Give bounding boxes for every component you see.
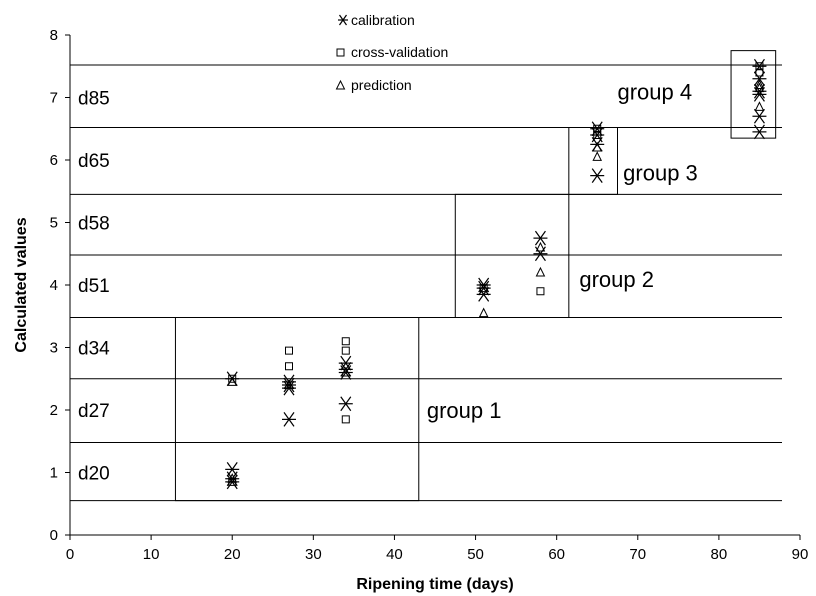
calibration-point — [590, 168, 605, 183]
legend-calibration-marker — [338, 14, 348, 26]
calibration-point — [282, 377, 296, 393]
calibration-point — [338, 355, 353, 371]
legend-cross-validation-label: cross-validation — [351, 44, 448, 60]
cross-validation-point — [341, 346, 350, 355]
x-tick-label: 20 — [224, 546, 241, 563]
group-box-layer: group 1 group 2 group 3 group 4 — [174, 50, 777, 502]
calibration-point — [752, 87, 767, 102]
x-tick-label: 90 — [792, 546, 809, 563]
calibration-point — [476, 280, 491, 296]
y-tick-label: 0 — [50, 527, 58, 544]
calibration-point — [225, 371, 240, 387]
group-box-3 — [568, 127, 618, 195]
band-label-d65: d65 — [78, 151, 110, 172]
prediction-point — [592, 141, 603, 152]
x-axis-title: Ripening time (days) — [356, 576, 513, 593]
cross-validation-point — [285, 362, 293, 371]
prediction-point — [227, 473, 238, 483]
prediction-point — [754, 79, 765, 89]
calibration-point — [590, 121, 605, 137]
calibration-point — [282, 412, 296, 427]
band-label-d85: d85 — [78, 89, 110, 110]
y-tick-label: 1 — [50, 465, 58, 482]
group-label-2: group 2 — [579, 267, 654, 292]
y-tick-label: 4 — [50, 277, 58, 294]
x-tick-label: 30 — [305, 546, 322, 563]
group-box-1 — [174, 317, 420, 502]
prediction-point — [535, 266, 546, 277]
legend-calibration-label: calibration — [351, 12, 415, 28]
prediction-point — [754, 82, 765, 93]
x-tick-label: 40 — [386, 546, 403, 563]
y-tick-layer: 0 1 2 3 4 5 6 7 8 — [50, 27, 70, 544]
y-tick-label: 3 — [50, 340, 58, 357]
calibration-point — [338, 396, 353, 412]
cross-validation-point — [593, 124, 602, 133]
group-box-4 — [730, 50, 777, 139]
prediction-point — [754, 101, 765, 111]
prediction-point — [592, 151, 603, 161]
y-tick-label: 5 — [50, 215, 58, 232]
y-tick-label: 7 — [50, 90, 58, 107]
band-label-d51: d51 — [78, 276, 110, 297]
cross-validation-point — [755, 62, 764, 71]
legend-prediction-label: prediction — [351, 77, 412, 93]
calibration-point — [225, 462, 240, 477]
calibration-point — [752, 124, 767, 140]
cross-validation-point — [479, 284, 488, 293]
y-tick-label: 8 — [50, 27, 58, 44]
x-tick-label: 70 — [629, 546, 646, 563]
cross-validation-point — [285, 346, 293, 355]
band-label-d34: d34 — [78, 339, 110, 360]
group-label-1: group 1 — [427, 398, 502, 423]
cross-validation-point — [536, 287, 545, 296]
cross-validation-point — [755, 68, 764, 77]
cross-validation-point — [228, 374, 237, 383]
prediction-point — [227, 376, 238, 386]
band-label-d27: d27 — [78, 401, 110, 422]
y-axis-title: Calculated values — [13, 217, 30, 352]
band-label-layer: d20 d27 d34 d51 d58 d65 d85 — [78, 89, 110, 485]
prediction-point — [284, 379, 294, 389]
marker-layer — [225, 58, 767, 490]
group-box-2 — [454, 193, 570, 318]
legend: calibration cross-validation prediction — [335, 12, 448, 93]
band-label-d20: d20 — [78, 464, 110, 485]
group-label-4: group 4 — [618, 79, 693, 104]
cross-validation-point — [341, 337, 350, 346]
calibration-point — [282, 374, 296, 390]
band-label-d58: d58 — [78, 214, 110, 235]
calibration-point — [533, 230, 548, 246]
x-tick-label: 60 — [548, 546, 565, 563]
x-tick-label: 50 — [467, 546, 484, 563]
cross-validation-point — [341, 415, 350, 424]
x-tick-label: 80 — [711, 546, 728, 563]
prediction-point — [535, 241, 546, 252]
calibration-point — [752, 108, 767, 124]
prediction-point — [340, 366, 351, 377]
group-label-3: group 3 — [623, 161, 698, 186]
hline-layer — [70, 64, 782, 502]
x-tick-layer: 0 10 20 30 40 50 60 70 80 90 — [66, 535, 809, 563]
prediction-point — [478, 307, 489, 318]
y-tick-label: 2 — [50, 402, 58, 419]
y-tick-label: 6 — [50, 152, 58, 169]
x-tick-label: 0 — [66, 546, 74, 563]
calibration-point — [752, 58, 767, 74]
cross-validation-point — [593, 131, 602, 139]
x-tick-label: 10 — [143, 546, 160, 563]
calibration-point — [533, 246, 548, 262]
legend-cross-validation-marker — [336, 48, 345, 57]
calibration-point — [590, 137, 605, 152]
legend-prediction-marker — [335, 79, 346, 90]
